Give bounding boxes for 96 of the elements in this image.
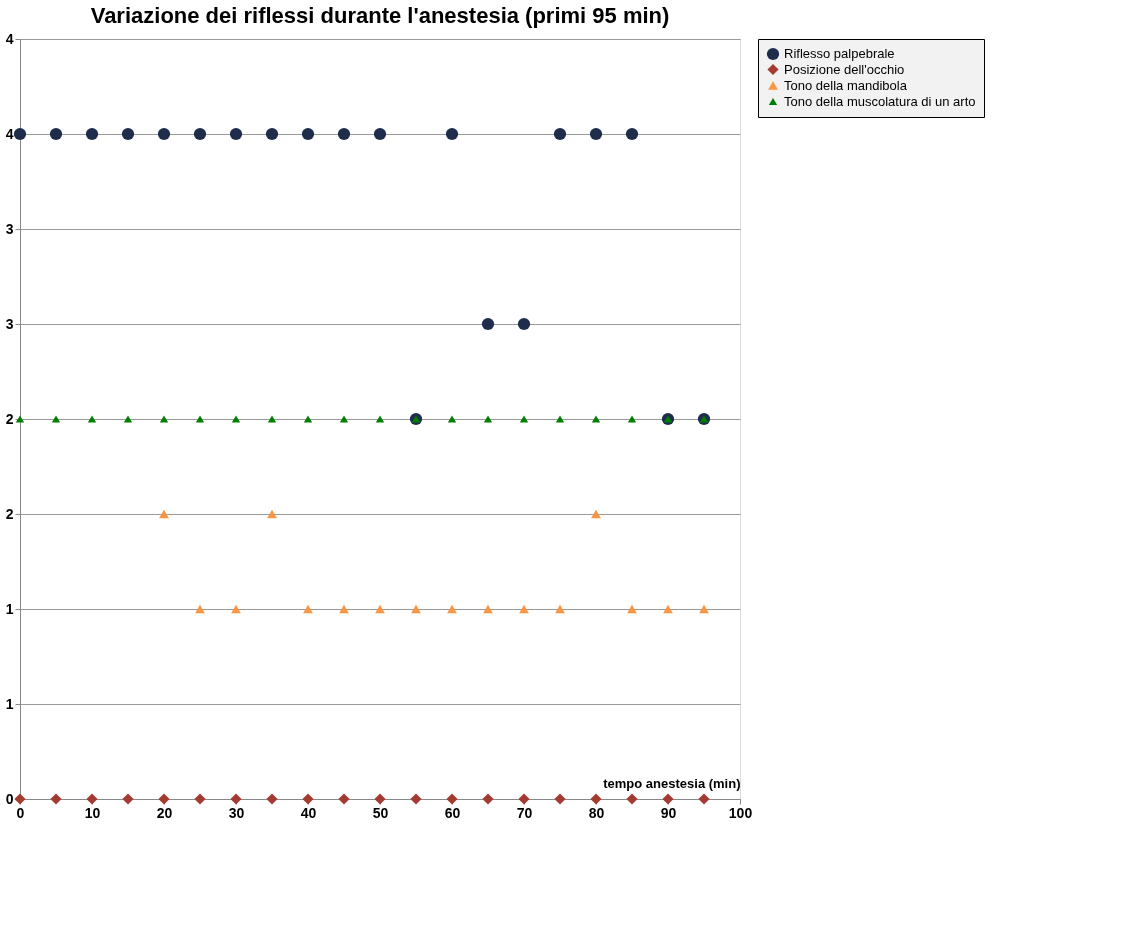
point xyxy=(266,793,278,805)
point xyxy=(554,793,566,805)
point xyxy=(446,793,458,805)
point xyxy=(517,317,531,331)
point xyxy=(410,793,422,805)
point xyxy=(591,415,601,423)
point xyxy=(662,793,674,805)
y-tick-label: 3 xyxy=(5,315,14,332)
point xyxy=(339,604,349,614)
point xyxy=(553,127,567,141)
x-tick-label: 80 xyxy=(588,804,605,821)
point xyxy=(87,415,97,423)
point xyxy=(626,793,638,805)
point xyxy=(121,127,135,141)
point xyxy=(229,127,243,141)
point xyxy=(445,127,459,141)
point xyxy=(194,793,206,805)
point xyxy=(555,604,565,614)
point xyxy=(481,317,495,331)
point xyxy=(699,604,709,614)
x-tick-label: 90 xyxy=(660,804,677,821)
point xyxy=(122,793,134,805)
point xyxy=(195,415,205,423)
point xyxy=(302,793,314,805)
point xyxy=(85,127,99,141)
y-tick-label: 0 xyxy=(5,790,14,807)
point xyxy=(483,604,493,614)
y-tick-label: 4 xyxy=(5,125,14,142)
point xyxy=(519,415,529,423)
point xyxy=(157,127,171,141)
point xyxy=(518,793,530,805)
y-tick-label: 1 xyxy=(5,695,14,712)
point xyxy=(50,793,62,805)
point xyxy=(663,604,673,614)
x-tick-label: 60 xyxy=(444,804,461,821)
point xyxy=(231,604,241,614)
point xyxy=(195,604,205,614)
point xyxy=(411,604,421,614)
point xyxy=(590,793,602,805)
point xyxy=(337,127,351,141)
legend-label: Tono della muscolatura di un arto xyxy=(784,93,976,109)
point xyxy=(51,415,61,423)
x-tick-label: 50 xyxy=(372,804,389,821)
point xyxy=(14,793,26,805)
point xyxy=(447,604,457,614)
x-tick-label: 30 xyxy=(228,804,245,821)
point xyxy=(589,127,603,141)
point xyxy=(482,793,494,805)
point xyxy=(267,509,277,519)
point xyxy=(301,127,315,141)
y-tick-label: 3 xyxy=(5,220,14,237)
x-tick-label: 10 xyxy=(84,804,101,821)
point xyxy=(375,415,385,423)
x-tick-label: 40 xyxy=(300,804,317,821)
point xyxy=(267,415,277,423)
chart-title: Variazione dei riflessi durante l'anestesia (primi 95 min) xyxy=(90,3,670,28)
point xyxy=(338,793,350,805)
point xyxy=(49,127,63,141)
point xyxy=(265,127,279,141)
point xyxy=(519,604,529,614)
point xyxy=(159,509,169,519)
legend-label: Tono della mandibola xyxy=(784,77,908,93)
point xyxy=(698,793,710,805)
point xyxy=(339,415,349,423)
y-tick-label: 2 xyxy=(5,505,14,522)
point xyxy=(591,509,601,519)
point xyxy=(625,127,639,141)
point xyxy=(193,127,207,141)
point xyxy=(483,415,493,423)
point xyxy=(447,415,457,423)
point xyxy=(15,415,25,423)
point xyxy=(555,415,565,423)
point xyxy=(375,604,385,614)
point xyxy=(627,604,637,614)
point xyxy=(373,127,387,141)
point xyxy=(159,415,169,423)
point xyxy=(13,127,27,141)
y-tick-label: 2 xyxy=(5,410,14,427)
point xyxy=(158,793,170,805)
x-tick-label: 0 xyxy=(16,804,25,821)
point xyxy=(231,415,241,423)
point xyxy=(230,793,242,805)
x-tick-label: 100 xyxy=(728,804,753,821)
legend-label: Posizione dell'occhio xyxy=(784,61,905,77)
point xyxy=(627,415,637,423)
point xyxy=(123,415,133,423)
point xyxy=(303,604,313,614)
legend-label: Riflesso palpebrale xyxy=(784,46,895,61)
x-tick-label: 20 xyxy=(156,804,173,821)
point xyxy=(374,793,386,805)
x-tick-label: 70 xyxy=(516,804,533,821)
point xyxy=(86,793,98,805)
y-tick-label: 1 xyxy=(5,600,14,617)
point xyxy=(303,415,313,423)
y-tick-label: 4 xyxy=(5,30,14,47)
x-axis-title: tempo anestesia (min) xyxy=(603,775,741,791)
